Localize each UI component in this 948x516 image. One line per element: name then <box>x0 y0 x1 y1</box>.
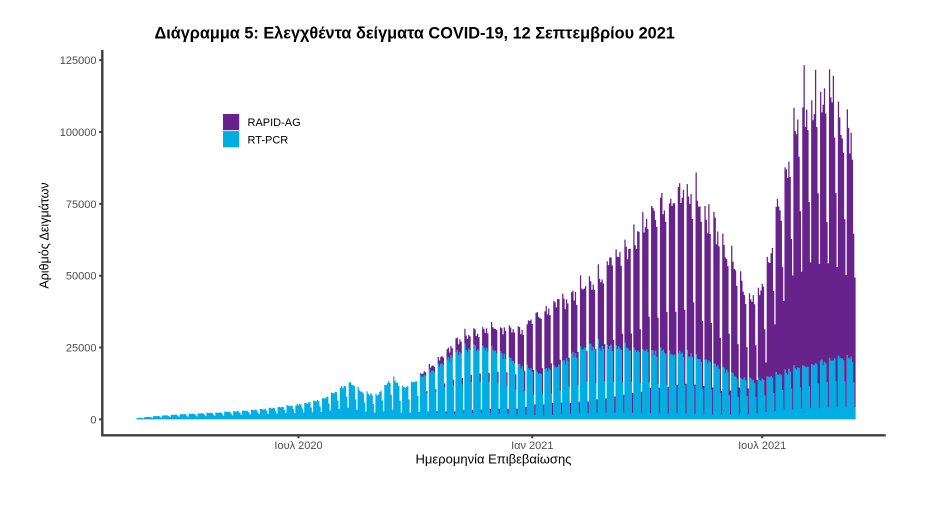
svg-text:Αριθμός Δειγμάτων: Αριθμός Δειγμάτων <box>38 182 52 288</box>
svg-text:Διάγραμμα 5: Ελεγχθέντα δείγμα: Διάγραμμα 5: Ελεγχθέντα δείγματα COVID-1… <box>155 25 675 43</box>
svg-text:RT-PCR: RT-PCR <box>248 134 289 146</box>
svg-text:Ημερομηνία Επιβεβαίωσης: Ημερομηνία Επιβεβαίωσης <box>416 452 572 467</box>
svg-text:RAPID-AG: RAPID-AG <box>248 117 301 129</box>
svg-text:75000: 75000 <box>66 199 97 211</box>
svg-text:25000: 25000 <box>66 342 97 354</box>
svg-text:50000: 50000 <box>66 271 97 283</box>
svg-text:Ιουλ 2021: Ιουλ 2021 <box>738 440 786 452</box>
svg-text:0: 0 <box>90 414 96 426</box>
svg-text:125000: 125000 <box>60 55 97 67</box>
svg-text:100000: 100000 <box>60 127 97 139</box>
svg-text:Ιαν 2021: Ιαν 2021 <box>511 440 553 452</box>
svg-text:Ιουλ 2020: Ιουλ 2020 <box>274 440 322 452</box>
